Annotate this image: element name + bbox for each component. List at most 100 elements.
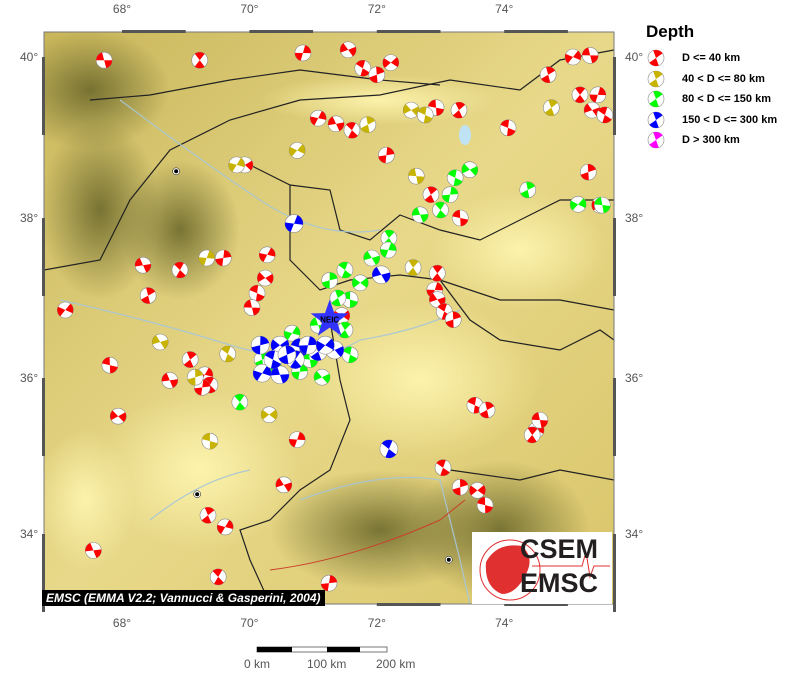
earthquake-d40[interactable] — [258, 246, 276, 264]
earthquake-d150[interactable] — [341, 346, 359, 364]
earthquake-d80[interactable] — [228, 156, 245, 174]
earthquake-d40[interactable] — [109, 407, 127, 425]
earthquake-d150[interactable] — [283, 324, 301, 342]
earthquake-d40[interactable] — [564, 48, 582, 66]
earthquake-d300[interactable] — [263, 350, 283, 369]
earthquake-d300[interactable] — [277, 345, 297, 365]
earthquake-d40[interactable] — [382, 54, 400, 71]
earthquake-d150[interactable] — [446, 169, 464, 187]
earthquake-d150[interactable] — [336, 321, 354, 339]
earthquake-d80[interactable] — [359, 116, 377, 133]
earthquake-d150[interactable] — [341, 291, 359, 308]
earthquake-d40[interactable] — [429, 291, 446, 308]
earthquake-d40[interactable] — [478, 401, 496, 419]
earthquake-d150[interactable] — [441, 186, 459, 203]
earthquake-d40[interactable] — [216, 518, 234, 536]
earthquake-d40[interactable] — [450, 101, 468, 119]
earthquake-d80[interactable] — [543, 99, 560, 117]
earthquake-d40[interactable] — [191, 51, 209, 69]
earthquake-d80[interactable] — [288, 142, 306, 159]
earthquake-d80[interactable] — [416, 106, 434, 124]
earthquake-d40[interactable] — [199, 506, 217, 524]
earthquake-d150[interactable] — [351, 274, 369, 292]
earthquake-d40[interactable] — [434, 459, 452, 477]
earthquake-d300[interactable] — [270, 365, 290, 385]
earthquake-d40[interactable] — [523, 426, 541, 444]
earthquake-d80[interactable] — [201, 432, 219, 450]
earthquake-d150[interactable] — [231, 393, 249, 411]
earthquake-d40[interactable] — [95, 51, 113, 69]
earthquake-d40[interactable] — [134, 256, 152, 274]
earthquake-d40[interactable] — [354, 59, 372, 77]
earthquake-d40[interactable] — [327, 115, 345, 133]
earthquake-d150[interactable] — [593, 196, 611, 214]
earthquake-d40[interactable] — [378, 146, 395, 164]
earthquake-d40[interactable] — [85, 542, 102, 559]
earthquake-d40[interactable] — [320, 574, 338, 592]
frame-segment — [122, 30, 186, 33]
earthquake-d40[interactable] — [339, 41, 357, 59]
earthquake-d40[interactable] — [294, 44, 312, 62]
earthquake-d40[interactable] — [451, 209, 469, 227]
earthquake-d40[interactable] — [171, 261, 189, 279]
earthquake-d80[interactable] — [402, 101, 420, 119]
earthquake-d150[interactable] — [363, 249, 381, 267]
earthquake-d40[interactable] — [476, 496, 494, 514]
earthquake-d40[interactable] — [368, 66, 386, 84]
earthquake-d80[interactable] — [151, 333, 169, 351]
earthquake-d40[interactable] — [469, 482, 486, 499]
earthquake-d40[interactable] — [214, 249, 232, 267]
earthquake-d80[interactable] — [407, 167, 425, 185]
earthquake-d300[interactable] — [371, 265, 391, 285]
earthquake-d80[interactable] — [219, 345, 237, 363]
earthquake-d40[interactable] — [499, 119, 517, 137]
earthquake-d40[interactable] — [579, 163, 597, 181]
earthquake-d80[interactable] — [186, 368, 204, 386]
earthquake-d40[interactable] — [531, 411, 549, 429]
earthquake-d150[interactable] — [329, 289, 347, 307]
earthquake-d40[interactable] — [343, 121, 361, 139]
earthquake-d150[interactable] — [461, 161, 479, 178]
frame-segment — [42, 218, 45, 296]
earthquake-d40[interactable] — [589, 86, 607, 104]
earthquake-d40[interactable] — [581, 47, 599, 64]
earthquake-d300[interactable] — [379, 439, 399, 459]
earthquake-d80[interactable] — [260, 406, 278, 423]
earthquake-d40[interactable] — [57, 301, 74, 319]
earthquake-d40[interactable] — [451, 478, 469, 496]
earthquake-d40[interactable] — [257, 269, 274, 287]
earthquake-d40[interactable] — [101, 356, 119, 374]
earthquake-d300[interactable] — [315, 335, 335, 355]
earthquake-d40[interactable] — [181, 351, 199, 368]
earthquake-d150[interactable] — [411, 206, 429, 224]
earthquake-d40[interactable] — [209, 568, 227, 586]
earthquake-d150[interactable] — [432, 201, 449, 219]
earthquake-d40[interactable] — [429, 264, 446, 282]
earthquake-d300[interactable] — [284, 214, 304, 233]
earthquake-d150[interactable] — [519, 181, 537, 199]
csem-emsc-logo[interactable]: CSEM EMSC — [472, 532, 612, 604]
earthquake-d40[interactable] — [571, 86, 589, 104]
epicenter-star-icon[interactable] — [310, 299, 349, 336]
earthquake-d150[interactable] — [313, 368, 331, 386]
earthquake-d40[interactable] — [422, 186, 440, 203]
earthquake-d40[interactable] — [161, 372, 179, 389]
earthquake-d150[interactable] — [321, 272, 338, 289]
earthquake-d80[interactable] — [404, 259, 422, 276]
earthquake-d80[interactable] — [198, 249, 216, 267]
earthquake-d150[interactable] — [336, 261, 354, 279]
earthquake-d300[interactable] — [250, 335, 270, 355]
earthquake-d40[interactable] — [539, 66, 557, 84]
earthquake-d150[interactable] — [379, 241, 397, 259]
earthquake-d40[interactable] — [139, 287, 157, 304]
earthquake-d40[interactable] — [243, 299, 261, 316]
earthquake-d40[interactable] — [288, 431, 306, 448]
earthquake-d40[interactable] — [309, 109, 327, 127]
earthquake-d40[interactable] — [444, 311, 462, 328]
earthquake-d40[interactable] — [248, 284, 266, 302]
earthquake-d40[interactable] — [596, 106, 614, 124]
earthquake-d40[interactable] — [275, 476, 293, 494]
earthquake-d300[interactable] — [298, 335, 318, 355]
earthquake-d150[interactable] — [569, 196, 587, 213]
